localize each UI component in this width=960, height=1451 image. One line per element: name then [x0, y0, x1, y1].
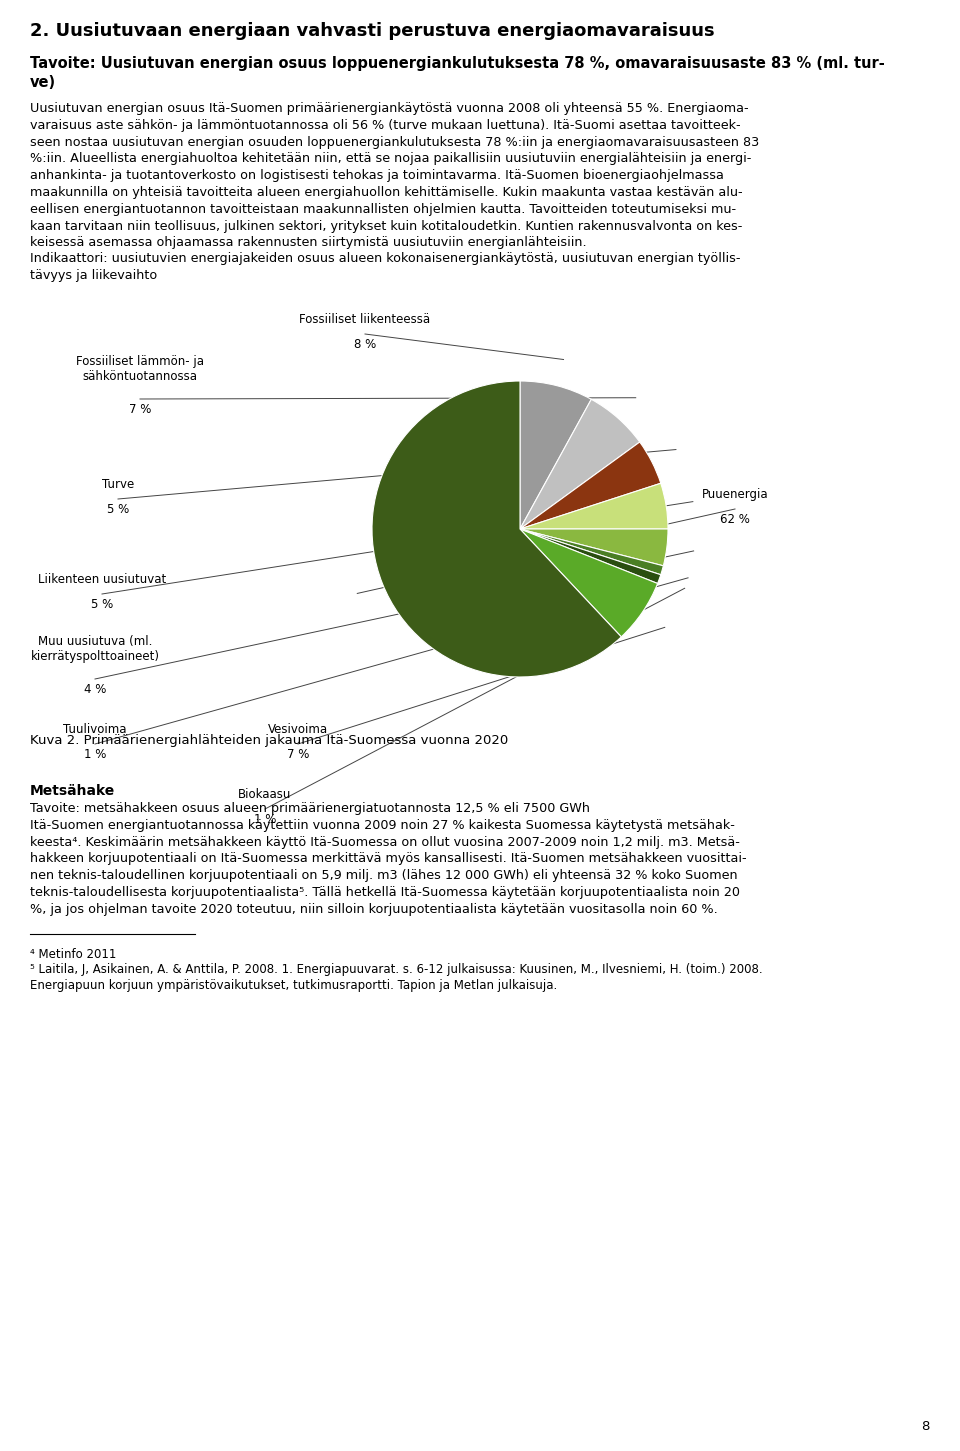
Text: 4 %: 4 % [84, 683, 107, 696]
Wedge shape [372, 382, 621, 678]
Text: Indikaattori: uusiutuvien energiajakeiden osuus alueen kokonaisenergiankäytöstä,: Indikaattori: uusiutuvien energiajakeide… [30, 252, 740, 281]
Wedge shape [520, 483, 668, 530]
Text: Uusiutuvan energian osuus Itä-Suomen primäärienergiankäytöstä vuonna 2008 oli yh: Uusiutuvan energian osuus Itä-Suomen pri… [30, 102, 759, 250]
Text: 8: 8 [922, 1421, 930, 1434]
Text: 5 %: 5 % [107, 503, 130, 517]
Text: 7 %: 7 % [129, 403, 151, 416]
Text: 1 %: 1 % [253, 813, 276, 826]
Wedge shape [520, 399, 639, 530]
Text: 62 %: 62 % [720, 514, 750, 527]
Text: Muu uusiutuva (ml.
kierrätyspolttoaineet): Muu uusiutuva (ml. kierrätyspolttoaineet… [31, 636, 159, 663]
Text: Liikenteen uusiutuvat: Liikenteen uusiutuvat [37, 573, 166, 586]
Text: Tavoite: Uusiutuvan energian osuus loppuenergiankulutuksesta 78 %, omavaraisuusa: Tavoite: Uusiutuvan energian osuus loppu… [30, 57, 885, 90]
Text: 2. Uusiutuvaan energiaan vahvasti perustuva energiaomavaraisuus: 2. Uusiutuvaan energiaan vahvasti perust… [30, 22, 714, 41]
Wedge shape [520, 443, 660, 530]
Text: ⁵ Laitila, J, Asikainen, A. & Anttila, P. 2008. 1. Energiapuuvarat. s. 6-12 julk: ⁵ Laitila, J, Asikainen, A. & Anttila, P… [30, 963, 762, 992]
Text: 5 %: 5 % [91, 598, 113, 611]
Text: Fossiiliset liikenteessä: Fossiiliset liikenteessä [300, 313, 431, 326]
Text: Metsähake: Metsähake [30, 784, 115, 798]
Text: ⁴ Metinfo 2011: ⁴ Metinfo 2011 [30, 948, 116, 961]
Text: Biokaasu: Biokaasu [238, 788, 292, 801]
Text: 1 %: 1 % [84, 749, 107, 760]
Text: Fossiiliset lämmön- ja
sähköntuotannossa: Fossiiliset lämmön- ja sähköntuotannossa [76, 355, 204, 383]
Text: 7 %: 7 % [287, 749, 309, 760]
Wedge shape [520, 530, 658, 637]
Text: Turve: Turve [102, 477, 134, 490]
Wedge shape [520, 530, 660, 583]
Text: Puuenergia: Puuenergia [702, 488, 768, 501]
Wedge shape [520, 382, 591, 530]
Text: Tuulivoima: Tuulivoima [63, 723, 127, 736]
Text: Vesivoima: Vesivoima [268, 723, 328, 736]
Text: Kuva 2. Primäärienergiahlähteiden jakauma Itä-Suomessa vuonna 2020: Kuva 2. Primäärienergiahlähteiden jakaum… [30, 734, 508, 747]
Text: 8 %: 8 % [354, 338, 376, 351]
Text: Tavoite: metsähakkeen osuus alueen primäärienergiatuotannosta 12,5 % eli 7500 GW: Tavoite: metsähakkeen osuus alueen primä… [30, 802, 747, 916]
Wedge shape [520, 530, 668, 566]
Wedge shape [520, 530, 663, 575]
